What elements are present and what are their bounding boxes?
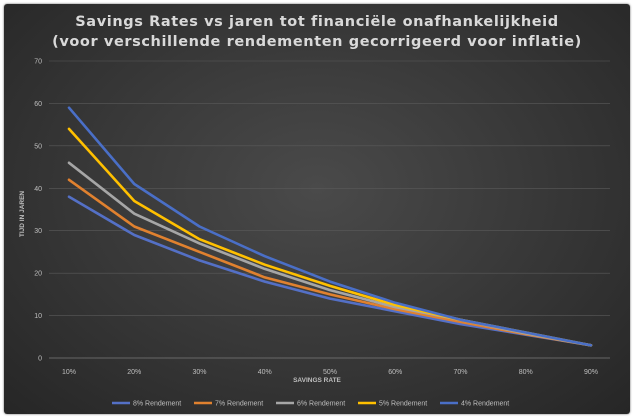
x-tick-label: 10% bbox=[62, 369, 76, 376]
legend: 8% Rendement 7% Rendement 6% Rendement 5% R… bbox=[112, 401, 509, 408]
series-line-3 bbox=[67, 127, 593, 347]
x-axis-ticks: 10% 20% 30% 40% 50% 60% 70% 80% 90% bbox=[62, 369, 598, 376]
legend-label: 8% Rendement bbox=[133, 401, 181, 408]
x-tick-label: 90% bbox=[584, 369, 598, 376]
legend-label: 4% Rendement bbox=[461, 401, 509, 408]
y-axis-title: TIJD IN JAREN bbox=[19, 191, 26, 238]
legend-label: 6% Rendement bbox=[297, 401, 345, 408]
series-line-4 bbox=[67, 106, 593, 347]
x-tick-label: 20% bbox=[127, 369, 141, 376]
y-tick-label: 60 bbox=[34, 101, 42, 108]
legend-item: 4% Rendement bbox=[440, 401, 509, 408]
line-chart: Savings Rates vs jaren tot financiële on… bbox=[19, 14, 610, 408]
x-tick-label: 70% bbox=[453, 369, 467, 376]
x-tick-label: 80% bbox=[519, 369, 533, 376]
y-tick-label: 70 bbox=[34, 59, 42, 66]
series-lines bbox=[67, 106, 593, 347]
series-line-1 bbox=[67, 178, 593, 347]
legend-item: 5% Rendement bbox=[358, 401, 427, 408]
y-axis-ticks: 0 10 20 30 40 50 60 70 bbox=[34, 59, 42, 363]
y-tick-label: 0 bbox=[38, 356, 42, 363]
x-tick-label: 60% bbox=[388, 369, 402, 376]
chart-subtitle: (voor verschillende rendementen gecorrig… bbox=[52, 34, 582, 50]
legend-label: 7% Rendement bbox=[215, 401, 263, 408]
y-tick-label: 40 bbox=[34, 186, 42, 193]
y-tick-label: 20 bbox=[34, 271, 42, 278]
legend-item: 8% Rendement bbox=[112, 401, 181, 408]
chart-title: Savings Rates vs jaren tot financiële on… bbox=[75, 14, 558, 30]
gridlines bbox=[49, 60, 610, 359]
chart-area: Savings Rates vs jaren tot financiële on… bbox=[4, 4, 630, 414]
x-tick-label: 40% bbox=[258, 369, 272, 376]
series-line-2 bbox=[67, 161, 593, 347]
x-axis-title: SAVINGS RATE bbox=[293, 377, 341, 384]
legend-item: 6% Rendement bbox=[276, 401, 345, 408]
legend-item: 7% Rendement bbox=[194, 401, 263, 408]
x-tick-label: 30% bbox=[192, 369, 206, 376]
legend-label: 5% Rendement bbox=[379, 401, 427, 408]
y-tick-label: 30 bbox=[34, 228, 42, 235]
y-tick-label: 50 bbox=[34, 143, 42, 150]
x-tick-label: 50% bbox=[323, 369, 337, 376]
y-tick-label: 10 bbox=[34, 313, 42, 320]
